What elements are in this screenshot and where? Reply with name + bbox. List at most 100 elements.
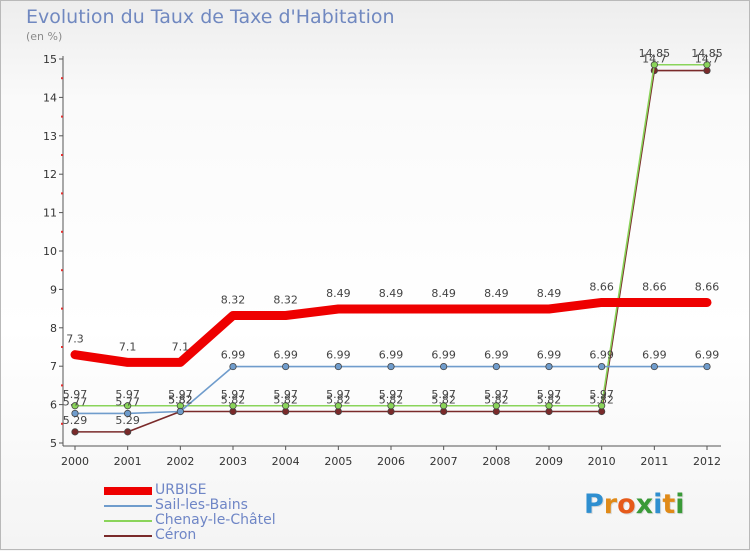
data-label: 14.85 [639, 47, 671, 60]
data-label: 6.99 [537, 349, 562, 362]
data-point [124, 402, 132, 410]
data-point [387, 402, 395, 410]
logo-letter: i [653, 489, 663, 520]
y-minor-tick [61, 154, 63, 156]
data-point [703, 362, 711, 371]
data-label: 5.82 [589, 394, 614, 407]
data-label: 6.99 [589, 349, 614, 362]
x-tick-label: 2006 [377, 455, 405, 468]
data-point [492, 362, 500, 371]
x-tick-label: 2004 [272, 455, 300, 468]
y-minor-tick [61, 115, 63, 118]
y-minor-tick [61, 346, 63, 348]
data-point [703, 61, 711, 69]
data-label: 8.66 [695, 280, 720, 293]
legend-label-chenay-le-chatel: Chenay-le-Châtel [155, 512, 276, 528]
data-label: 5.82 [168, 394, 193, 407]
data-point [440, 402, 448, 410]
data-label: 5.82 [484, 394, 509, 407]
data-label: 5.97 [537, 388, 562, 401]
data-point [492, 402, 500, 410]
y-tick-label: 6 [50, 399, 57, 412]
data-label: 8.32 [273, 294, 298, 307]
x-tick-label: 2000 [61, 455, 89, 468]
y-tick-label: 8 [50, 322, 57, 335]
x-tick-label: 2003 [219, 455, 247, 468]
y-tick-label: 9 [50, 283, 57, 296]
data-label: 5.97 [221, 388, 246, 401]
data-label: 14.7 [695, 53, 720, 66]
data-point [545, 402, 553, 410]
data-label: 14.85 [691, 47, 723, 60]
data-point [282, 362, 290, 371]
proxiti-logo: Proxiti [584, 489, 685, 520]
data-label: 5.97 [379, 388, 404, 401]
logo-letter: r [603, 489, 618, 520]
logo-letter: x [635, 489, 654, 520]
data-point [282, 402, 290, 410]
y-minor-tick [61, 422, 63, 425]
data-label: 7.1 [172, 340, 190, 353]
data-label: 5.29 [63, 414, 88, 427]
data-label: 6.99 [642, 349, 667, 362]
legend-swatch-urbise [104, 487, 152, 495]
data-label: 6.99 [379, 349, 404, 362]
y-tick-label: 13 [43, 130, 57, 143]
y-minor-tick [61, 230, 63, 233]
data-point [387, 362, 395, 371]
y-minor-tick [61, 307, 63, 310]
data-label: 8.49 [326, 287, 351, 300]
data-label: 14.7 [642, 53, 667, 66]
logo-letter: o [617, 489, 636, 520]
x-tick-label: 2002 [166, 455, 194, 468]
data-label: 5.77 [63, 395, 88, 408]
data-point [124, 428, 132, 436]
logo-letter: i [675, 489, 685, 520]
y-minor-tick [61, 269, 63, 272]
data-label: 8.66 [642, 280, 667, 293]
data-label: 6.99 [221, 349, 246, 362]
data-point [598, 362, 606, 371]
data-label: 8.49 [379, 287, 404, 300]
x-tick-label: 2008 [482, 455, 510, 468]
legend-label-ceron: Céron [155, 527, 197, 543]
data-point [545, 362, 553, 371]
data-point [650, 61, 658, 69]
data-point [229, 402, 237, 410]
data-point [598, 402, 606, 410]
data-label: 8.49 [484, 287, 509, 300]
data-label: 6.99 [695, 349, 720, 362]
data-point [176, 407, 184, 416]
data-label: 5.82 [168, 394, 193, 407]
data-label: 5.97 [326, 388, 351, 401]
data-point [71, 428, 79, 436]
data-point [71, 409, 79, 418]
legend-label-urbise: URBISE [155, 482, 207, 498]
data-point [440, 362, 448, 371]
y-tick-label: 12 [43, 168, 57, 181]
legend-swatch-sail-les-bains [104, 505, 152, 507]
data-point [124, 409, 132, 418]
data-label: 5.97 [273, 388, 298, 401]
data-label: 6.99 [273, 349, 298, 362]
x-tick-label: 2009 [535, 455, 563, 468]
data-label: 8.66 [589, 280, 614, 293]
data-label: 8.32 [221, 294, 246, 307]
data-label: 6.99 [484, 349, 509, 362]
data-label: 5.97 [431, 388, 456, 401]
x-tick-label: 2007 [430, 455, 458, 468]
y-tick-label: 14 [43, 91, 57, 104]
x-tick-label: 2010 [588, 455, 616, 468]
data-label: 5.82 [431, 394, 456, 407]
data-label: 8.49 [537, 287, 562, 300]
data-label: 5.97 [115, 388, 140, 401]
data-label: 5.82 [326, 394, 351, 407]
logo-letter: P [584, 489, 604, 520]
series-line-3 [74, 69, 708, 433]
data-point [71, 402, 79, 410]
data-label: 5.82 [273, 394, 298, 407]
data-label: 5.97 [168, 388, 193, 401]
y-tick-label: 11 [43, 207, 57, 220]
legend-label-sail-les-bains: Sail-les-Bains [155, 497, 248, 513]
